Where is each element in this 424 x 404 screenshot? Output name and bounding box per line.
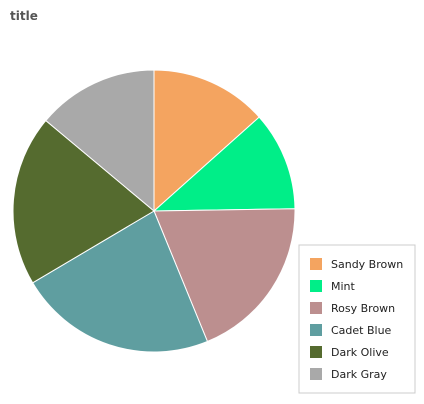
legend-label-dark-gray: Dark Gray [331, 368, 387, 381]
chart-title: title [10, 9, 38, 23]
pie-slice-sandy-brown [153, 69, 260, 213]
legend-label-sandy-brown: Sandy Brown [331, 258, 403, 271]
legend-label-cadet-blue: Cadet Blue [331, 324, 392, 337]
legend-swatch-sandy-brown [310, 258, 322, 270]
legend-swatch-dark-olive [310, 346, 322, 358]
pie-slice-dark-gray [45, 69, 155, 213]
legend-swatch-mint [310, 280, 322, 292]
legend-swatch-dark-gray [310, 368, 322, 380]
pie-slice-dark-olive [12, 119, 155, 284]
legend-label-rosy-brown: Rosy Brown [331, 302, 395, 315]
pie-slice-cadet-blue [31, 210, 209, 353]
legend-swatch-cadet-blue [310, 324, 322, 336]
legend-label-dark-olive: Dark Olive [331, 346, 389, 359]
pie-slice-rosy-brown [153, 208, 296, 343]
pie-slice-mint [152, 116, 296, 212]
legend-label-mint: Mint [331, 280, 356, 293]
legend-swatch-rosy-brown [310, 302, 322, 314]
